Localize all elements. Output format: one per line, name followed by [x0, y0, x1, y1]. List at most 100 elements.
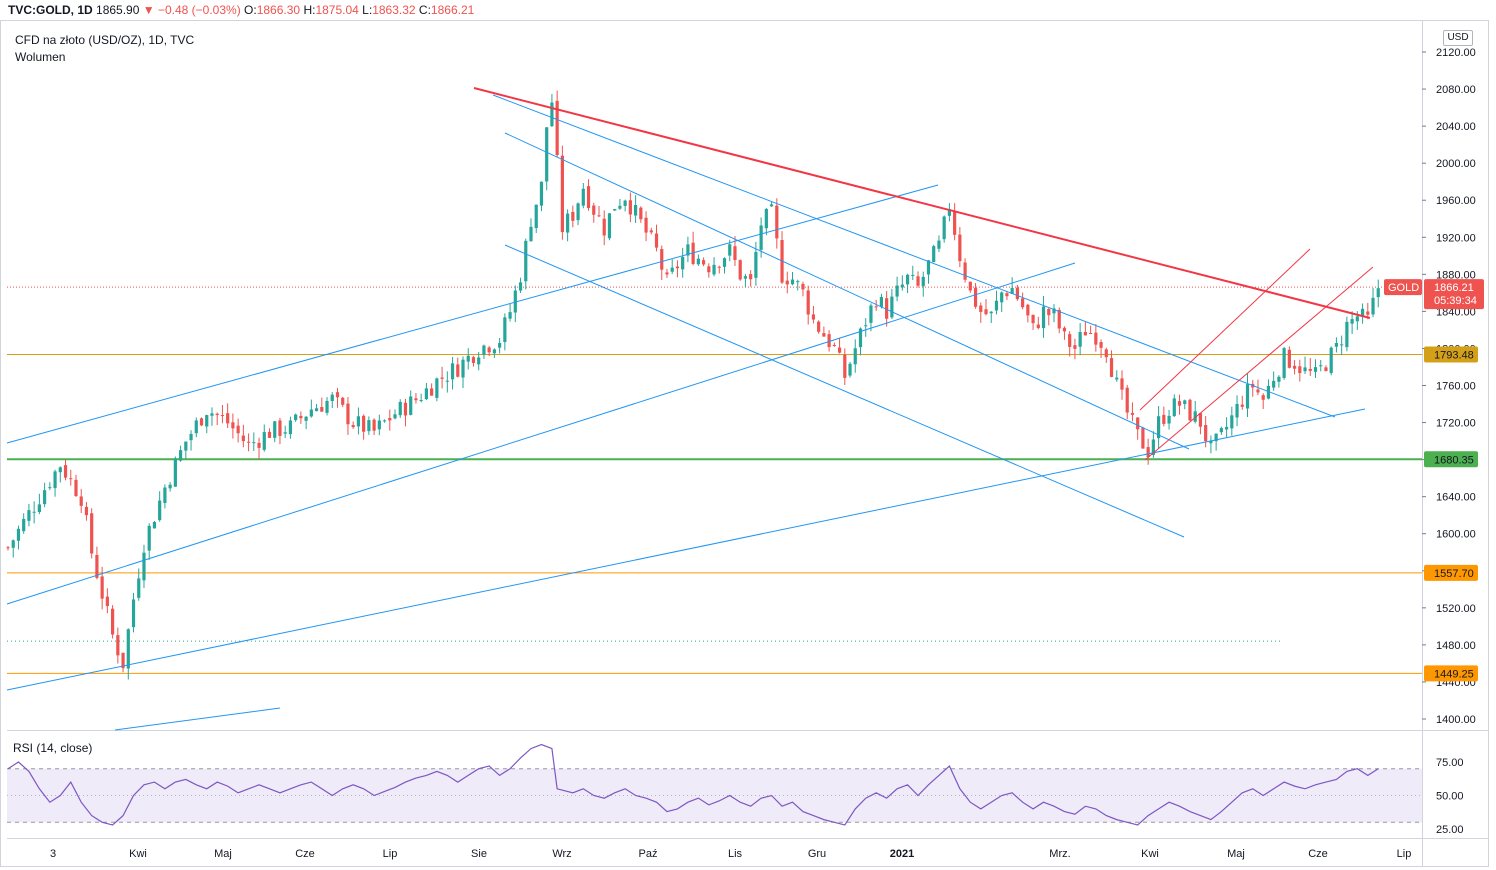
- candle-body: [1104, 349, 1108, 358]
- time-tick-label: Cze: [295, 848, 315, 860]
- currency-button[interactable]: USD: [1443, 30, 1473, 46]
- candle-body: [398, 401, 402, 416]
- open-value: 1866.30: [256, 3, 301, 17]
- candle-body: [1083, 331, 1087, 336]
- candle-body: [743, 276, 748, 279]
- candle-body: [1360, 308, 1365, 316]
- candle-body: [1078, 332, 1082, 347]
- time-tick-label: Mrz.: [1049, 848, 1070, 860]
- candle-body: [1376, 288, 1380, 298]
- candle-body: [764, 208, 768, 229]
- candle-body: [388, 417, 392, 421]
- candle-body: [550, 102, 554, 127]
- candle-body: [121, 652, 125, 669]
- candle-body: [314, 408, 319, 412]
- candle-body: [560, 155, 564, 233]
- candle-body: [937, 240, 941, 249]
- candle-body: [299, 415, 303, 419]
- candle-body: [267, 431, 272, 438]
- high-value: 1875.04: [315, 3, 359, 17]
- low-label: L:: [362, 3, 373, 17]
- rsi-band: [7, 768, 1422, 823]
- low-value: 1863.32: [372, 3, 416, 17]
- candle-body: [409, 396, 413, 415]
- candle-body: [137, 578, 141, 598]
- candle-body: [63, 465, 68, 478]
- candle-body: [932, 246, 936, 263]
- trendline: [6, 262, 1076, 605]
- candle-body: [1266, 385, 1271, 399]
- candle-body: [79, 496, 83, 506]
- candle-body: [1329, 347, 1333, 374]
- candle-body: [90, 513, 94, 554]
- candle-body: [654, 233, 659, 248]
- candle-body: [1230, 415, 1234, 429]
- candle-body: [43, 490, 47, 505]
- candle-body: [189, 433, 193, 441]
- candle-body: [126, 629, 130, 669]
- symbol-name[interactable]: TVC:GOLD, 1D: [8, 3, 93, 17]
- candle-body: [911, 274, 915, 276]
- candle-body: [466, 355, 470, 362]
- candle-body: [1000, 292, 1004, 303]
- candle-body: [1151, 439, 1155, 455]
- volume-legend[interactable]: Wolumen: [15, 50, 66, 64]
- candle-body: [1350, 319, 1354, 324]
- candle-body: [675, 266, 680, 269]
- candle-body: [534, 204, 538, 229]
- candle-body: [602, 218, 606, 236]
- level-badge: [1424, 665, 1478, 682]
- candle-body: [498, 343, 502, 348]
- candle-body: [1235, 403, 1239, 418]
- level-badge: [1424, 451, 1478, 468]
- candle-body: [817, 321, 821, 332]
- candle-body: [571, 211, 575, 221]
- candle-body: [623, 200, 627, 206]
- candle-body: [173, 458, 177, 487]
- candle-body: [168, 484, 172, 489]
- close-label: C:: [418, 3, 431, 17]
- candle-body: [158, 500, 162, 521]
- candle-body: [283, 432, 287, 434]
- candle-body: [749, 274, 753, 280]
- candle-body: [325, 400, 329, 413]
- time-tick-label: Cze: [1308, 848, 1328, 860]
- candle-body: [356, 416, 361, 427]
- candle-body: [806, 290, 810, 315]
- candle-body: [1188, 399, 1192, 421]
- candle-body: [728, 244, 732, 256]
- candle-body: [566, 213, 570, 233]
- chart-frame: [0, 20, 1489, 867]
- candle-body: [1193, 411, 1197, 422]
- candle-body: [811, 314, 816, 320]
- candle-body: [900, 284, 904, 288]
- candle-body: [304, 416, 308, 421]
- candle-body: [362, 415, 366, 432]
- price-tick-label: 1520.00: [1436, 603, 1476, 615]
- candle-body: [445, 380, 449, 382]
- candle-body: [482, 345, 486, 356]
- price-tick-label: 1760.00: [1436, 381, 1476, 393]
- candle-body: [628, 200, 632, 215]
- candle-body: [492, 349, 496, 354]
- series-legend[interactable]: CFD na złoto (USD/OZ), 1D, TVC: [15, 33, 195, 47]
- candle-body: [1366, 311, 1370, 315]
- rsi-legend[interactable]: RSI (14, close): [13, 741, 93, 755]
- level-badge-label: 1449.25: [1434, 668, 1474, 680]
- candle-body: [958, 234, 962, 262]
- candle-body: [597, 215, 601, 217]
- candle-body: [430, 388, 434, 396]
- candle-body: [393, 414, 397, 419]
- candle-body: [346, 403, 350, 425]
- candle-body: [1324, 367, 1328, 371]
- candle-body: [461, 359, 465, 378]
- candle-body: [754, 251, 758, 278]
- candle-body: [1120, 378, 1124, 390]
- candle-body: [869, 305, 873, 323]
- candle-body: [775, 205, 779, 239]
- candle-body: [796, 281, 800, 283]
- candle-body: [309, 409, 313, 417]
- rsi-tick-label: 25.00: [1436, 824, 1464, 836]
- candle-body: [529, 226, 533, 242]
